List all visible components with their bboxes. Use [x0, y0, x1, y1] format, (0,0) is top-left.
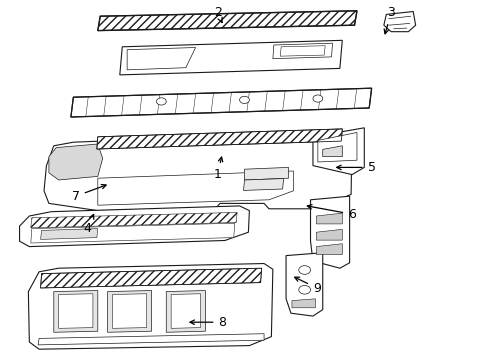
Polygon shape: [291, 299, 315, 308]
Polygon shape: [171, 294, 200, 328]
Text: 9: 9: [294, 277, 320, 294]
Polygon shape: [166, 291, 205, 332]
Polygon shape: [322, 146, 342, 157]
Text: 4: 4: [83, 215, 94, 235]
Circle shape: [79, 307, 92, 316]
Polygon shape: [244, 167, 288, 180]
Polygon shape: [41, 229, 98, 239]
Circle shape: [312, 95, 322, 102]
Polygon shape: [383, 12, 415, 32]
Polygon shape: [98, 171, 293, 205]
Polygon shape: [71, 88, 371, 117]
Text: 6: 6: [306, 204, 355, 221]
Text: 1: 1: [213, 157, 223, 181]
Polygon shape: [312, 128, 364, 175]
Polygon shape: [120, 40, 342, 75]
Polygon shape: [316, 229, 342, 240]
Text: 5: 5: [336, 161, 375, 174]
Polygon shape: [112, 294, 146, 328]
Polygon shape: [127, 48, 195, 70]
Text: 8: 8: [190, 316, 226, 329]
Circle shape: [239, 96, 249, 104]
Polygon shape: [272, 43, 332, 59]
Text: 2: 2: [213, 6, 222, 22]
Polygon shape: [98, 11, 356, 31]
Text: 7: 7: [72, 184, 106, 203]
Text: 3: 3: [384, 6, 394, 34]
Polygon shape: [28, 264, 272, 349]
Polygon shape: [54, 291, 98, 332]
Polygon shape: [316, 213, 342, 224]
Polygon shape: [316, 244, 342, 255]
Polygon shape: [243, 179, 283, 190]
Circle shape: [298, 266, 310, 274]
Polygon shape: [310, 196, 349, 268]
Polygon shape: [285, 253, 322, 316]
Polygon shape: [31, 212, 237, 228]
Polygon shape: [107, 291, 151, 332]
Polygon shape: [44, 131, 351, 211]
Polygon shape: [49, 144, 102, 180]
Polygon shape: [41, 268, 261, 288]
Polygon shape: [97, 129, 342, 149]
Polygon shape: [59, 294, 93, 328]
Polygon shape: [31, 223, 234, 243]
Polygon shape: [317, 132, 356, 162]
Circle shape: [298, 285, 310, 294]
Polygon shape: [38, 334, 264, 345]
Polygon shape: [20, 206, 249, 247]
Circle shape: [156, 98, 166, 105]
Polygon shape: [280, 46, 325, 56]
